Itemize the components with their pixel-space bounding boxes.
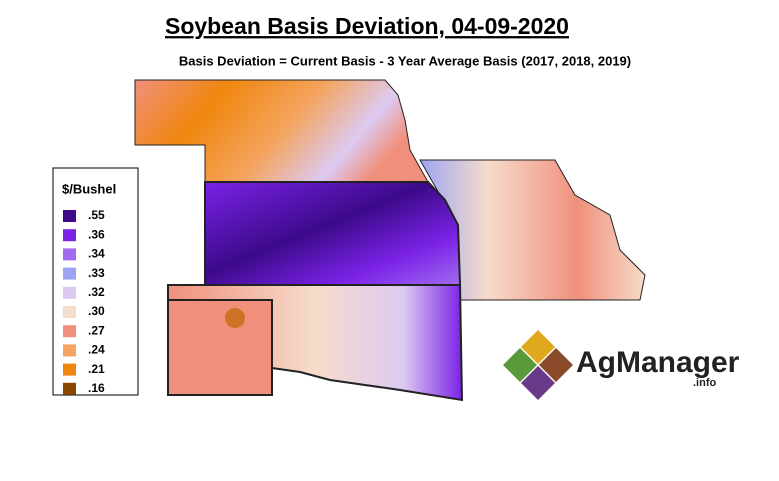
logo-suffix: .info bbox=[693, 377, 716, 389]
legend-label: .24 bbox=[88, 343, 105, 357]
logo: AgManager .info bbox=[503, 330, 740, 400]
subtitle: Basis Deviation = Current Basis - 3 Year… bbox=[179, 53, 631, 68]
title: Soybean Basis Deviation, 04-09-2020 bbox=[165, 13, 569, 39]
kansas bbox=[204, 181, 462, 286]
legend-label: .36 bbox=[88, 227, 105, 241]
logo-tile bbox=[521, 366, 555, 400]
legend-swatch bbox=[63, 325, 76, 338]
low-spot bbox=[225, 308, 245, 328]
map bbox=[134, 79, 646, 402]
legend-label: .30 bbox=[88, 304, 105, 318]
legend-box bbox=[52, 167, 139, 396]
logo-name: AgManager bbox=[576, 346, 740, 379]
legend-label: .21 bbox=[88, 362, 105, 376]
legend-label: .32 bbox=[88, 285, 105, 299]
legend-swatch bbox=[63, 286, 76, 299]
legend-label: .33 bbox=[88, 266, 105, 280]
nebraska bbox=[134, 79, 429, 183]
legend-label: .27 bbox=[88, 323, 105, 337]
legend-swatch bbox=[63, 229, 76, 242]
logo-tile bbox=[503, 348, 537, 382]
logo-tile bbox=[539, 348, 573, 382]
legend-swatch bbox=[63, 248, 76, 261]
legend-swatch bbox=[63, 382, 76, 395]
legend-swatch bbox=[63, 363, 76, 376]
legend-swatch bbox=[63, 210, 76, 222]
legend: $/Bushel .55 .36 .34 .33 .32 .30 .27 .24 .21 .16 bbox=[52, 167, 139, 396]
legend-label: .16 bbox=[88, 381, 105, 395]
legend-label: .34 bbox=[88, 247, 105, 261]
legend-swatch bbox=[63, 344, 76, 357]
logo-tile bbox=[521, 330, 555, 364]
legend-swatch bbox=[63, 306, 76, 318]
legend-swatch bbox=[63, 267, 76, 280]
texas-panhandle bbox=[167, 299, 273, 396]
legend-title: $/Bushel bbox=[62, 181, 116, 196]
legend-label: .55 bbox=[88, 208, 105, 222]
